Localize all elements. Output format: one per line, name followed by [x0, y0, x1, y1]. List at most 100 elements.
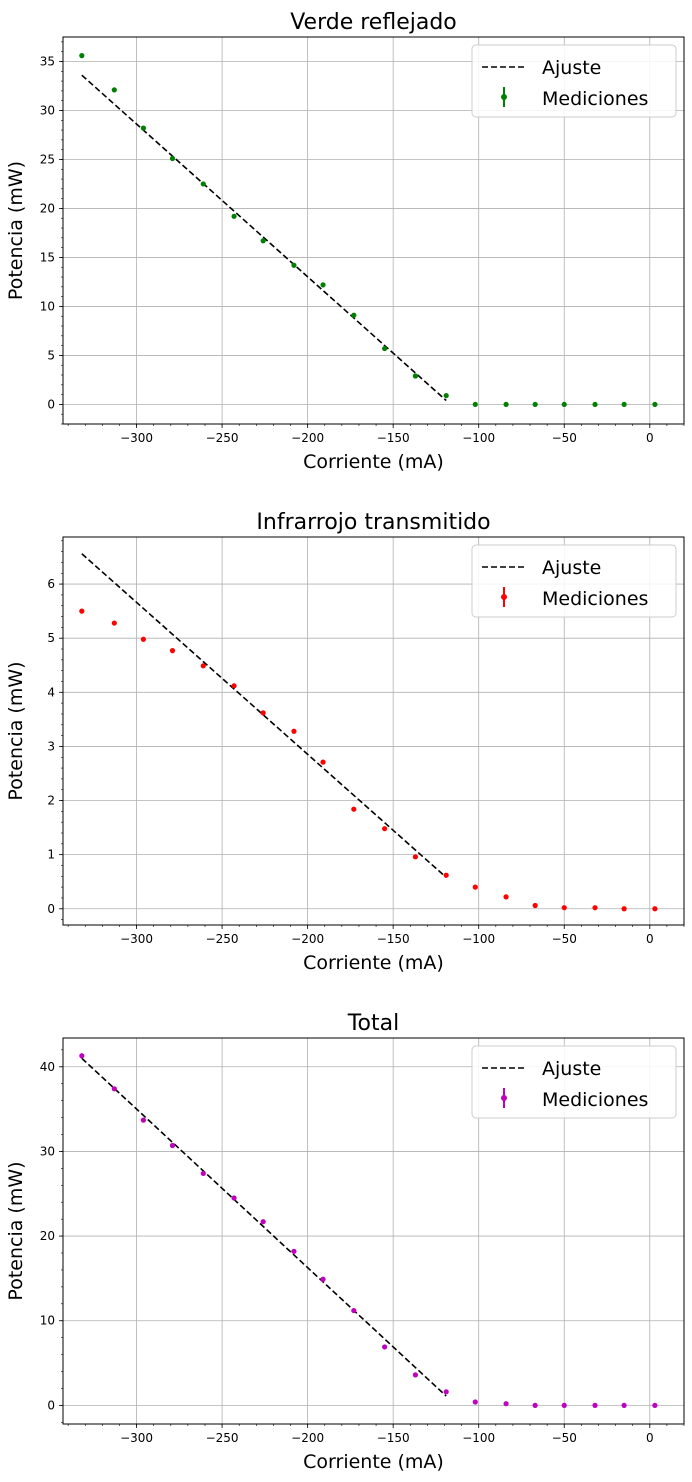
y-tick-label: 6: [47, 577, 55, 591]
y-tick-label: 1: [47, 848, 55, 862]
data-point: [140, 125, 147, 131]
x-tick-label: −200: [291, 431, 324, 445]
x-tick-label: −100: [462, 431, 495, 445]
data-point: [351, 312, 357, 318]
legend-box: [471, 544, 677, 618]
data-point: [503, 401, 509, 408]
x-axis-label: Corriente (mA): [303, 1451, 444, 1473]
y-tick-label: 3: [47, 739, 55, 753]
data-point: [169, 648, 176, 654]
legend-label-mediciones: Mediciones: [542, 88, 648, 110]
x-tick-label: −250: [206, 1431, 239, 1445]
x-tick-label: −50: [552, 1431, 577, 1445]
legend-point-swatch: [501, 94, 507, 100]
data-point: [79, 1053, 85, 1059]
data-point: [320, 1276, 326, 1282]
x-tick-label: −300: [120, 932, 153, 946]
data-point: [592, 1402, 598, 1408]
data-point: [169, 155, 176, 162]
data-point: [472, 401, 478, 408]
legend-label-ajuste: Ajuste: [542, 557, 601, 579]
data-point: [382, 345, 388, 352]
data-point: [291, 728, 297, 734]
data-point: [652, 401, 658, 408]
data-point: [532, 902, 538, 909]
data-point: [412, 1372, 419, 1378]
y-tick-label: 25: [40, 152, 55, 166]
data-point: [561, 401, 567, 408]
legend-box: [471, 1045, 677, 1119]
x-tick-label: −100: [462, 932, 495, 946]
data-point: [592, 905, 598, 911]
y-tick-label: 15: [40, 250, 55, 264]
axes-frame: [62, 1037, 685, 1425]
data-point: [79, 53, 85, 59]
chart-title: Total: [347, 1011, 399, 1036]
y-tick-label: 4: [47, 685, 55, 699]
data-point: [231, 213, 237, 219]
data-point: [503, 1401, 509, 1407]
y-tick-label: 10: [40, 299, 55, 313]
y-tick-label: 0: [47, 1398, 55, 1412]
data-point: [200, 663, 206, 669]
data-point: [140, 1117, 147, 1123]
legend: Ajuste Mediciones: [471, 544, 677, 618]
y-tick-label: 0: [47, 397, 55, 411]
y-tick-label: 35: [40, 54, 55, 68]
data-point: [532, 1402, 538, 1408]
data-point: [200, 1170, 206, 1177]
x-tick-label: −250: [206, 932, 239, 946]
data-point: [443, 392, 449, 399]
y-tick-label: 30: [40, 103, 55, 117]
chart-title: Infrarrojo transmitido: [256, 510, 490, 535]
x-tick-label: −50: [552, 932, 577, 946]
legend-label-mediciones: Mediciones: [542, 1089, 648, 1111]
y-tick-label: 5: [47, 348, 55, 362]
x-tick-label: −300: [120, 1431, 153, 1445]
data-point: [443, 1389, 449, 1395]
y-tick-label: 2: [47, 794, 55, 808]
data-point: [169, 1142, 176, 1149]
x-axis-label: Corriente (mA): [303, 451, 444, 473]
data-point: [503, 894, 509, 900]
y-tick-label: 10: [40, 1314, 55, 1328]
x-tick-label: −150: [377, 431, 410, 445]
data-point: [621, 1402, 627, 1408]
data-point: [111, 87, 117, 93]
legend-label-ajuste: Ajuste: [542, 57, 601, 79]
data-point: [412, 373, 419, 379]
data-point: [561, 1402, 567, 1408]
data-point: [111, 620, 117, 626]
legend-point-swatch: [501, 1095, 507, 1101]
x-tick-label: −300: [120, 431, 153, 445]
data-point: [532, 401, 538, 408]
data-point: [320, 759, 326, 765]
data-point: [351, 1307, 357, 1314]
data-point: [291, 262, 297, 268]
legend-label-mediciones: Mediciones: [542, 588, 648, 610]
fit-line: [81, 1057, 447, 1397]
y-tick-label: 5: [47, 631, 55, 645]
data-point: [472, 884, 478, 890]
x-tick-label: 0: [646, 932, 654, 946]
y-tick-label: 30: [40, 1144, 55, 1158]
data-point: [351, 806, 357, 812]
chart-1: −300 −250 −200 −150 −100 −50 0 0 5 10 15 20 25 30 35 Ve…: [5, 10, 685, 473]
x-tick-label: −250: [206, 431, 239, 445]
x-tick-label: −150: [377, 1431, 410, 1445]
data-point: [111, 1086, 117, 1092]
y-axis-label: Potencia (mW): [5, 661, 27, 800]
data-point: [561, 905, 567, 911]
x-tick-label: −50: [552, 431, 577, 445]
legend-point-swatch: [501, 594, 507, 600]
x-tick-label: −200: [291, 1431, 324, 1445]
legend-label-ajuste: Ajuste: [542, 1058, 601, 1080]
data-point: [443, 872, 449, 878]
x-tick-label: −200: [291, 932, 324, 946]
chart-3: −300 −250 −200 −150 −100 −50 0 0 10 20 30 40 Total Co…: [5, 1011, 685, 1473]
chart-title: Verde reflejado: [290, 10, 457, 35]
data-point: [140, 636, 147, 642]
data-point: [320, 282, 326, 288]
x-axis-label: Corriente (mA): [303, 952, 444, 974]
